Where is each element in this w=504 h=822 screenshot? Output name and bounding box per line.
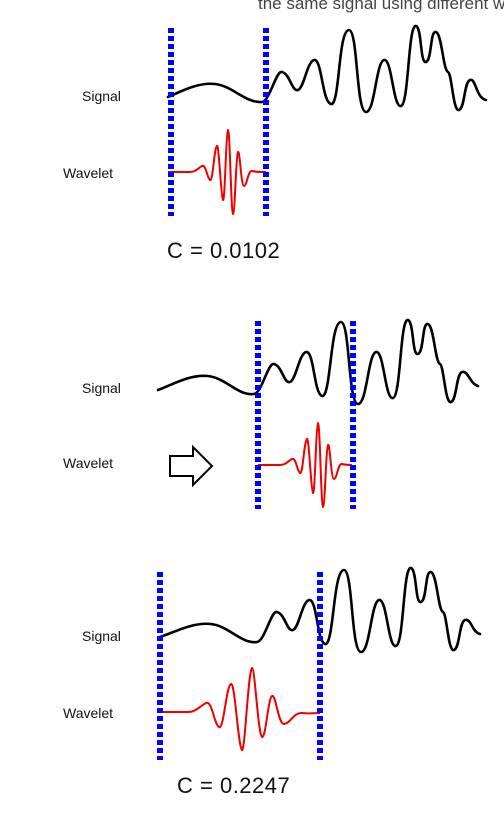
wavelet-waveform-1 [168,129,267,215]
wavelet-label-3: Wavelet [63,705,114,721]
wavelet-waveform-3 [160,667,321,752]
panel-3 [157,566,482,760]
signal-label-3: Signal [82,628,121,644]
coefficient-label-1: C = 0.0102 [167,238,281,263]
signal-label-1: Signal [82,88,121,104]
panel-1 [166,24,488,216]
signal-waveform-1 [166,24,488,114]
signal-waveform-2 [156,318,480,406]
caption-text: the same signal using different wavelets… [258,0,504,13]
arrow-right-icon [169,444,214,488]
wavelet-label-2: Wavelet [63,455,114,471]
panel-2 [156,318,480,509]
signal-waveform-3 [158,566,482,654]
signal-label-2: Signal [82,380,121,396]
wavelet-waveform-2 [258,422,353,508]
wavelet-label-1: Wavelet [63,165,114,181]
coefficient-label-3: C = 0.2247 [177,773,291,798]
